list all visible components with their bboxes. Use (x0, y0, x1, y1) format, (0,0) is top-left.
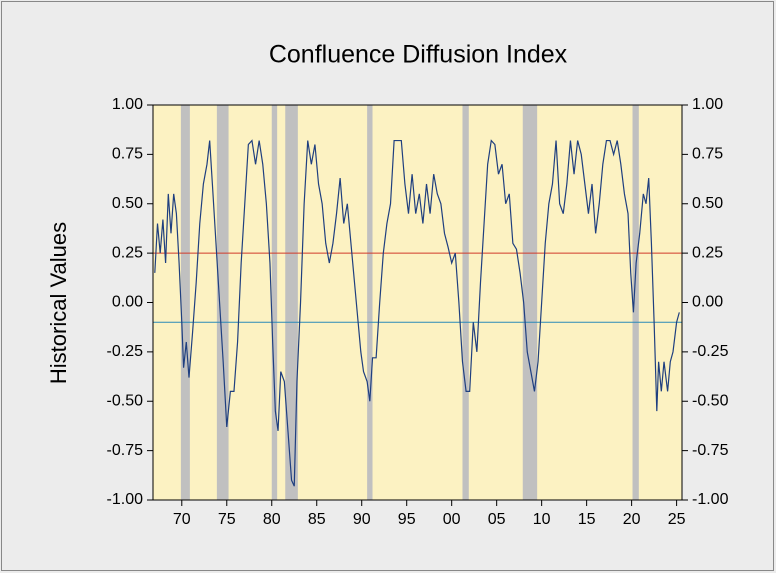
y-tick-label: -0.25 (107, 343, 144, 360)
y2-tick-label: -0.25 (692, 343, 729, 360)
x-tick-label: 85 (308, 511, 326, 528)
y2-tick-label: -0.75 (692, 442, 729, 459)
shaded-period (271, 105, 278, 500)
x-tick-label: 70 (173, 511, 191, 528)
y-tick-label: -0.50 (107, 392, 144, 409)
shaded-period (522, 105, 538, 500)
x-tick-label: 95 (398, 511, 416, 528)
y2-tick-label: 0.25 (692, 244, 723, 261)
y-tick-label: -1.00 (107, 491, 144, 508)
shaded-period (462, 105, 469, 500)
y2-tick-label: 0.00 (692, 294, 723, 311)
x-tick-label: 90 (353, 511, 371, 528)
y2-tick-label: 0.75 (692, 146, 723, 163)
y-tick-label: 0.75 (112, 146, 143, 163)
y-tick-label: 0.25 (112, 244, 143, 261)
y2-tick-label: 1.00 (692, 96, 723, 113)
y-tick-label: 0.50 (112, 195, 143, 212)
x-tick-label: 05 (488, 511, 506, 528)
x-tick-label: 20 (623, 511, 641, 528)
shaded-period (216, 105, 229, 500)
x-tick-label: 25 (668, 511, 686, 528)
chart-title: Confluence Diffusion Index (269, 41, 568, 69)
y2-tick-label: 0.50 (692, 195, 723, 212)
x-tick-label: 80 (263, 511, 281, 528)
y2-tick-label: -1.00 (692, 491, 729, 508)
y-tick-label: -0.75 (107, 442, 144, 459)
y-tick-label: 0.00 (112, 294, 143, 311)
x-tick-label: 75 (218, 511, 236, 528)
y-axis-label: Historical Values (46, 222, 71, 384)
shaded-period (285, 105, 298, 500)
data-line (154, 139, 680, 487)
shaded-period (180, 105, 190, 500)
x-tick-label: 15 (578, 511, 596, 528)
y-tick-label: 1.00 (112, 96, 143, 113)
plot-area (153, 105, 682, 500)
shaded-period (367, 105, 373, 500)
x-tick-label: 00 (443, 511, 461, 528)
y2-tick-label: -0.50 (692, 392, 729, 409)
shaded-period (632, 105, 639, 500)
x-tick-label: 10 (533, 511, 551, 528)
